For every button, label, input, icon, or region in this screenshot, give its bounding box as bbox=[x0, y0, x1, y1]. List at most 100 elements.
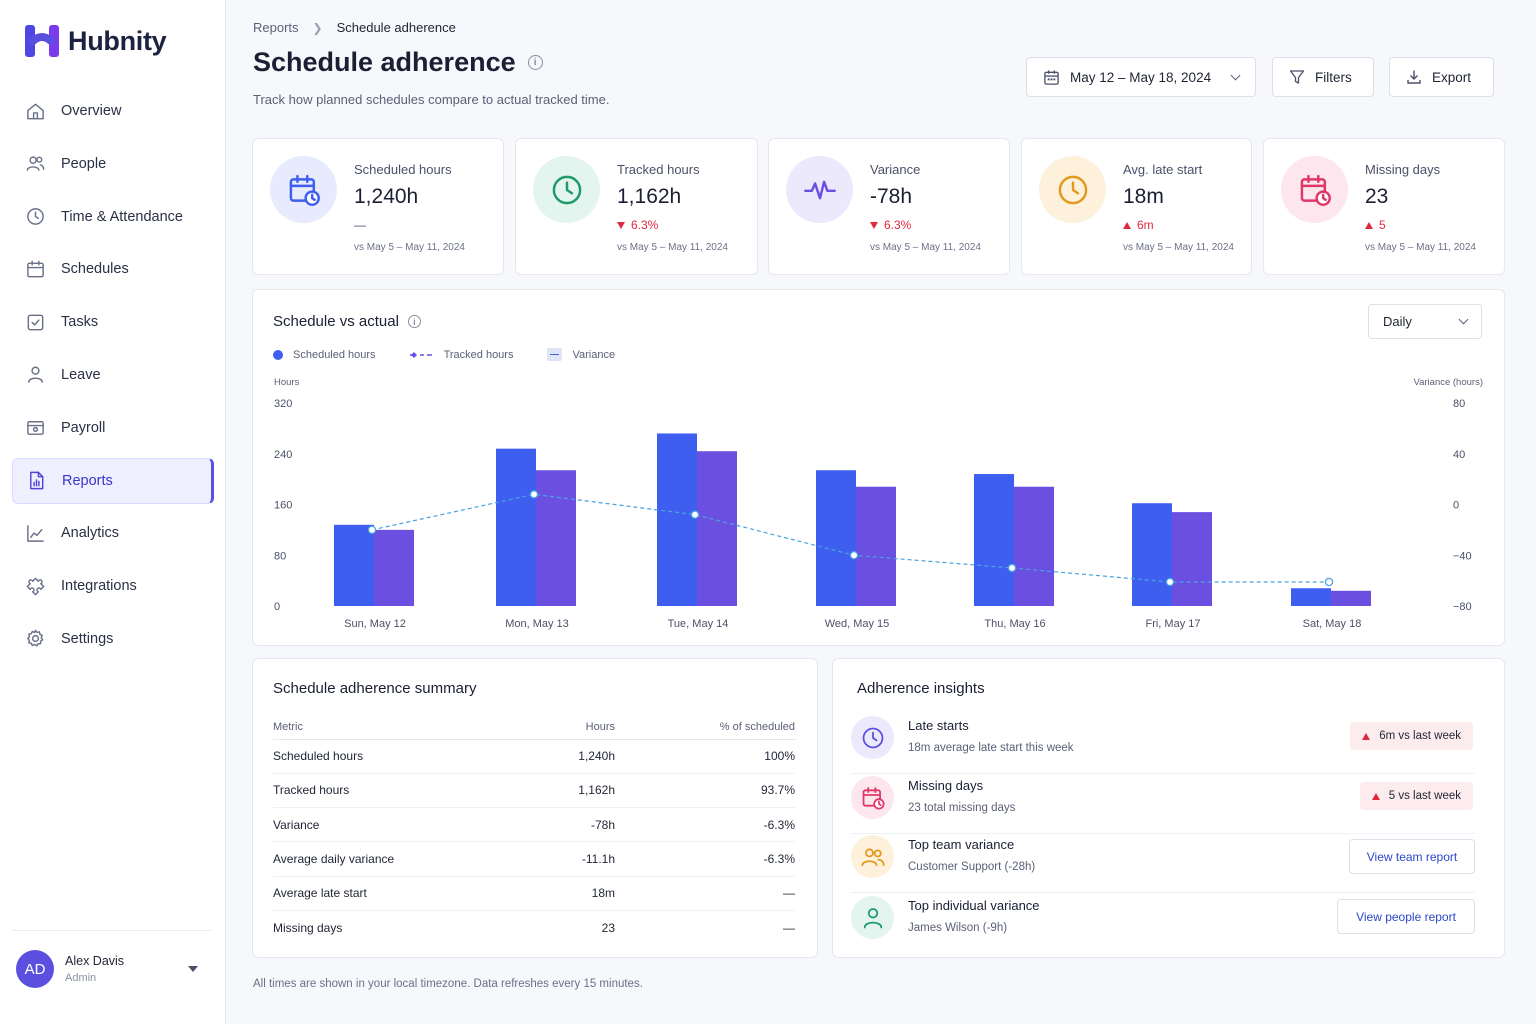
legend-tracked-label: Tracked hours bbox=[443, 348, 514, 361]
cell-pct: -6.3% bbox=[615, 807, 795, 843]
bar-scheduled bbox=[816, 470, 856, 606]
cell-pct: -6.3% bbox=[615, 841, 795, 877]
checklist-icon bbox=[27, 314, 43, 331]
kpi-card-missing-days[interactable]: Missing days 23 5 vs May 5 – May 11, 2024 bbox=[1263, 138, 1505, 275]
insight-title: Missing days bbox=[908, 778, 984, 793]
granularity-select[interactable]: Daily bbox=[1368, 304, 1482, 339]
export-button[interactable]: Export bbox=[1389, 57, 1494, 97]
chart-title: Schedule vs actual i bbox=[273, 313, 421, 330]
nav-icon-wrap bbox=[24, 311, 46, 333]
kpi-delta: — bbox=[354, 218, 366, 232]
kpi-label: Avg. late start bbox=[1123, 162, 1203, 177]
kpi-label: Missing days bbox=[1365, 162, 1441, 177]
column-header-pct: % of scheduled bbox=[615, 715, 795, 740]
sidebar-item-settings[interactable]: Settings bbox=[12, 616, 214, 662]
kpi-value: -78h bbox=[870, 185, 913, 208]
bar-tracked bbox=[856, 486, 896, 606]
kpi-card-variance[interactable]: Variance -78h 6.3% vs May 5 – May 11, 2024 bbox=[768, 138, 1010, 275]
filters-button[interactable]: Filters bbox=[1272, 57, 1374, 97]
insight-row: Top team variance Customer Support (-28h)… bbox=[851, 833, 1475, 893]
sidebar-item-reports[interactable]: Reports bbox=[12, 457, 214, 504]
triangle-up-icon bbox=[1371, 792, 1380, 800]
breadcrumb-parent[interactable]: Reports bbox=[253, 20, 299, 35]
sidebar-item-time-attendance[interactable]: Time & Attendance bbox=[12, 194, 214, 240]
sidebar-item-leave[interactable]: Leave bbox=[12, 352, 214, 398]
cell-metric: Tracked hours bbox=[273, 773, 475, 809]
kpi-delta: 6m bbox=[1123, 218, 1154, 232]
user-menu[interactable]: AD Alex Davis Admin bbox=[16, 950, 206, 988]
legend-dot-icon bbox=[273, 349, 283, 360]
cell-metric: Average daily variance bbox=[273, 841, 475, 877]
nav-icon-wrap bbox=[24, 258, 46, 280]
kpi-label: Tracked hours bbox=[617, 162, 700, 177]
bar-scheduled bbox=[496, 448, 536, 606]
legend-tracked[interactable]: Tracked hours bbox=[409, 348, 514, 361]
sidebar-item-overview[interactable]: Overview bbox=[12, 88, 214, 134]
nav-icon-wrap bbox=[24, 417, 46, 439]
y-tick-left: 240 bbox=[274, 449, 292, 461]
sidebar-item-integrations[interactable]: Integrations bbox=[12, 563, 214, 609]
cell-hours: -78h bbox=[475, 807, 615, 843]
sidebar-item-label: Payroll bbox=[61, 419, 106, 436]
view-team-reportbutton[interactable]: View team report bbox=[1349, 839, 1475, 874]
x-tick-label: Sun, May 12 bbox=[344, 618, 406, 630]
schedule-vs-actual-chart-card: Schedule vs actual i Daily Scheduled hou… bbox=[252, 289, 1505, 646]
nav-icon-wrap bbox=[24, 153, 46, 175]
chart-legend: Scheduled hours Tracked hours Variance bbox=[273, 348, 615, 361]
legend-variance-label: Variance bbox=[572, 348, 616, 361]
insight-subtitle: 23 total missing days bbox=[908, 802, 1016, 814]
sidebar-item-analytics[interactable]: Analytics bbox=[12, 510, 214, 556]
kpi-card-scheduled-hours[interactable]: Scheduled hours 1,240h — vs May 5 – May 11,… bbox=[252, 138, 504, 275]
table-row: Missing days 23 — bbox=[273, 910, 795, 944]
cell-hours: 23 bbox=[601, 920, 615, 935]
kpi-compare: vs May 5 – May 11, 2024 bbox=[870, 242, 981, 253]
puzzle-icon bbox=[26, 577, 44, 596]
insight-badge-text: 6m vs last week bbox=[1379, 730, 1461, 742]
y-tick-right: 0 bbox=[1453, 500, 1459, 512]
sidebar-item-label: People bbox=[61, 155, 107, 172]
insights-card: Adherence insights Late starts 18m averag… bbox=[832, 658, 1505, 958]
sidebar-item-schedules[interactable]: Schedules bbox=[12, 246, 214, 292]
sidebar-nav: Overview People Time & Attendance Schedules… bbox=[12, 88, 214, 669]
triangle-down-icon bbox=[617, 221, 625, 229]
y-axis-left-title: Hours bbox=[274, 377, 300, 388]
cell-metric: Missing days bbox=[273, 920, 343, 935]
sidebar-item-label: Overview bbox=[61, 103, 122, 119]
kpi-icon-wrap bbox=[1281, 156, 1348, 223]
logo[interactable]: Hubnity bbox=[24, 24, 167, 58]
clock-icon bbox=[26, 208, 44, 225]
filter-icon bbox=[1289, 70, 1305, 84]
insight-row: Top individual variance James Wilson (-9h… bbox=[851, 894, 1475, 954]
sidebar-item-people[interactable]: People bbox=[12, 141, 214, 187]
y-tick-left: 80 bbox=[274, 550, 286, 562]
cell-pct: — bbox=[783, 920, 795, 935]
line-chart-icon bbox=[26, 525, 44, 542]
triangle-up-icon bbox=[1123, 221, 1131, 229]
bar-scheduled bbox=[334, 524, 374, 606]
kpi-icon-wrap bbox=[1039, 156, 1106, 223]
legend-scheduled[interactable]: Scheduled hours bbox=[273, 349, 376, 361]
kpi-label: Variance bbox=[870, 162, 921, 177]
kpi-card-avg-late-start[interactable]: Avg. late start 18m 6m vs May 5 – May 11, 2… bbox=[1021, 138, 1252, 275]
kpi-compare: vs May 5 – May 11, 2024 bbox=[617, 242, 728, 253]
kpi-card-tracked-hours[interactable]: Tracked hours 1,162h 6.3% vs May 5 – May 11… bbox=[515, 138, 758, 275]
y-tick-right: −80 bbox=[1453, 601, 1472, 613]
legend-variance[interactable]: Variance bbox=[547, 348, 615, 361]
page-title: Schedule adherence i bbox=[253, 47, 543, 78]
bar-tracked bbox=[1331, 590, 1371, 606]
view-people-reportbutton[interactable]: View people report bbox=[1337, 899, 1475, 934]
insight-icon-wrap bbox=[851, 716, 894, 759]
home-icon bbox=[26, 103, 44, 119]
info-icon[interactable]: i bbox=[407, 315, 421, 328]
date-range-picker[interactable]: May 12 – May 18, 2024 bbox=[1026, 57, 1256, 97]
info-icon[interactable]: i bbox=[527, 55, 543, 70]
kpi-value: 23 bbox=[1365, 185, 1389, 208]
kpi-delta: 6.3% bbox=[870, 218, 911, 232]
legend-dashed-line-icon bbox=[409, 351, 432, 358]
sidebar-item-tasks[interactable]: Tasks bbox=[12, 299, 214, 345]
sidebar-item-payroll[interactable]: Payroll bbox=[12, 405, 214, 451]
date-range-label: May 12 – May 18, 2024 bbox=[1070, 69, 1212, 85]
insight-row: Late starts 18m average late start this w… bbox=[851, 714, 1475, 774]
summary-title: Schedule adherence summary bbox=[273, 680, 477, 697]
caret-down-icon[interactable] bbox=[188, 966, 198, 972]
